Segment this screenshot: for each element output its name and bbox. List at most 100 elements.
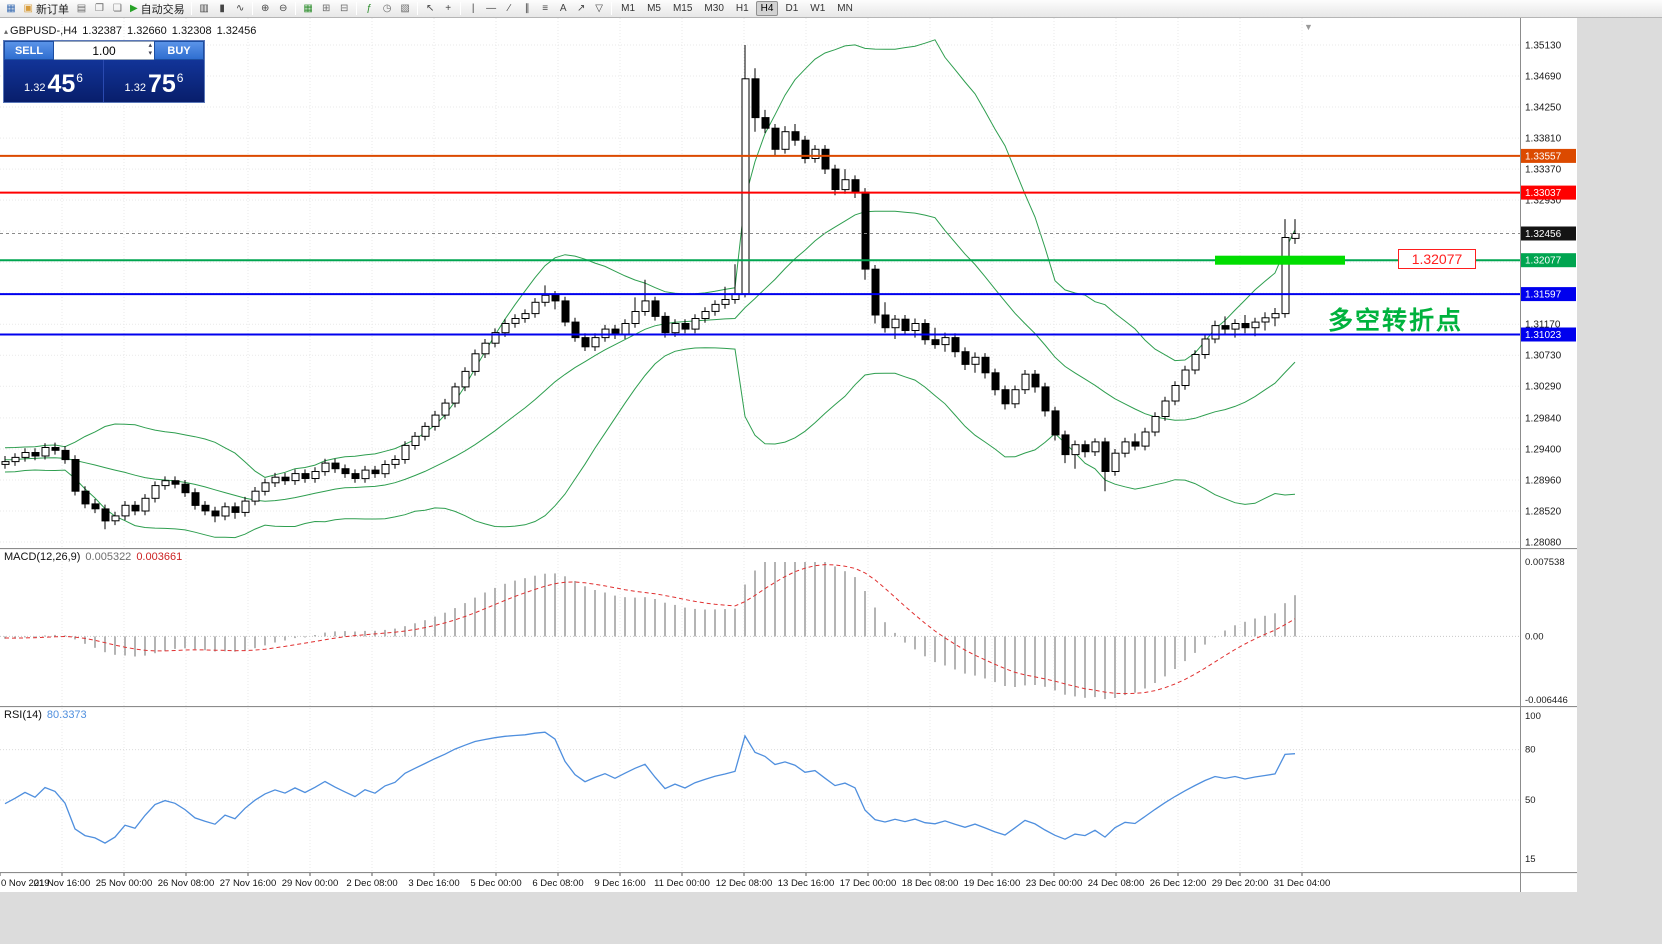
- volume-down-icon[interactable]: ▾: [148, 50, 152, 57]
- pane-separators[interactable]: [0, 548, 1577, 874]
- vertical-line-button[interactable]: |: [465, 1, 482, 17]
- price-callout-132077[interactable]: 1.32077: [1398, 249, 1476, 269]
- svg-text:50: 50: [1525, 795, 1536, 806]
- volume-up-icon[interactable]: ▴: [148, 42, 152, 49]
- track-chart-button[interactable]: ⊟: [336, 1, 353, 17]
- zoom-out-icon: ⊖: [278, 2, 288, 14]
- svg-text:1.29840: 1.29840: [1525, 413, 1562, 424]
- bar-chart-icon: ▥: [199, 2, 209, 14]
- data-window-button[interactable]: ❏: [109, 1, 126, 17]
- svg-text:13 Dec 16:00: 13 Dec 16:00: [778, 878, 835, 889]
- svg-text:80: 80: [1525, 745, 1536, 756]
- svg-text:19 Dec 16:00: 19 Dec 16:00: [964, 878, 1021, 889]
- arrow-button[interactable]: ↗: [573, 1, 590, 17]
- chart-window-button[interactable]: ❐: [91, 1, 108, 17]
- price-scale[interactable]: 1.35130 1.34690 1.34250 1.33810 1.33370 1.329…: [1525, 41, 1562, 549]
- zoom-in-button[interactable]: ⊕: [257, 1, 274, 17]
- svg-text:1.30290: 1.30290: [1525, 382, 1562, 393]
- timeframe-d1-button[interactable]: D1: [785, 3, 799, 14]
- timeframe-h4-button[interactable]: H4: [755, 1, 779, 16]
- svg-text:0.007538: 0.007538: [1525, 557, 1565, 568]
- chart-symbol-period: GBPUSD-,H4: [10, 25, 78, 37]
- chart-icon: ▴: [4, 27, 9, 36]
- toolbar-separator: [417, 2, 419, 15]
- rsi-scale[interactable]: 100 80 50 15: [1525, 711, 1541, 865]
- bollinger-middle: [4, 210, 1296, 502]
- indicators-button[interactable]: ƒ: [361, 1, 378, 17]
- volume-field[interactable]: 1.00 ▴ ▾: [54, 41, 154, 60]
- sell-button[interactable]: SELL: [4, 41, 54, 60]
- horizontal-level-lines[interactable]: [0, 154, 1520, 336]
- arrow-icon: ↗: [576, 2, 586, 14]
- templates-button[interactable]: ▧: [397, 1, 414, 17]
- channel-button[interactable]: ∥: [519, 1, 536, 17]
- tile-windows-button[interactable]: ▦: [300, 1, 317, 17]
- trendline-button[interactable]: ∕: [501, 1, 518, 17]
- sell-price[interactable]: 1.32 45 6: [4, 60, 104, 102]
- buy-button[interactable]: BUY: [154, 41, 204, 60]
- rsi-name: RSI(14): [4, 709, 42, 721]
- timeframe-m15-button[interactable]: M15: [672, 3, 693, 14]
- autotrade-label: 自动交易: [140, 3, 185, 16]
- new-chart-button[interactable]: ▦: [3, 1, 20, 17]
- toolbar-separator: [191, 2, 193, 15]
- horizontal-line-icon: —: [486, 2, 497, 14]
- chart-window-gbpusd-h4[interactable]: 1.35130 1.34690 1.34250 1.33810 1.33370 1.329…: [0, 18, 1577, 892]
- timeframe-mn-button[interactable]: MN: [837, 3, 853, 14]
- sell-price-sup: 6: [76, 71, 83, 85]
- zoom-out-button[interactable]: ⊖: [275, 1, 292, 17]
- horizontal-line-button[interactable]: —: [483, 1, 500, 17]
- rsi-value: 80.3373: [46, 709, 87, 721]
- sell-price-prefix: 1.32: [24, 82, 46, 94]
- svg-text:1.28520: 1.28520: [1525, 507, 1562, 518]
- svg-text:1.31023: 1.31023: [1525, 330, 1562, 341]
- candlestick-chart-button[interactable]: ▮: [214, 1, 231, 17]
- new-order-label: 新订单: [35, 3, 69, 16]
- shapes-button[interactable]: ▽: [591, 1, 608, 17]
- templates-icon: ▧: [400, 2, 410, 14]
- line-chart-button[interactable]: ∿: [232, 1, 249, 17]
- candles: [1, 45, 1300, 530]
- one-click-trading-panel: SELL 1.00 ▴ ▾ BUY 1.32 45 6 1.32 75 6: [3, 40, 205, 103]
- chinese-annotation[interactable]: 多空转折点: [1328, 307, 1464, 335]
- volume-value[interactable]: 1.00: [92, 43, 116, 58]
- profiles-button[interactable]: ▤: [73, 1, 90, 17]
- chart-ohlc-readout: ▴ GBPUSD-,H4 1.32387 1.32660 1.32308 1.32456: [4, 25, 256, 37]
- crosshair-icon: +: [445, 2, 452, 14]
- toolbar-separator: [252, 2, 254, 15]
- svg-text:1.34690: 1.34690: [1525, 72, 1562, 83]
- svg-text:1.33810: 1.33810: [1525, 134, 1562, 145]
- price-tag-1.33557: [1521, 148, 1576, 163]
- text-icon: A: [559, 2, 567, 14]
- highlight-zone[interactable]: [1215, 255, 1345, 265]
- toolbar: ▦ ▣ 新订单 ▤ ❐ ❏ ▶ 自动交易 ▥ ▮ ∿ ⊕ ⊖ ▦ ⊞ ⊟ ƒ ◷ ▧ ↖ + | — ∕ ∥ ≡ A ↗ ▽ M1 M5 M1…: [0, 0, 1662, 18]
- buy-price-big: 75: [147, 70, 176, 98]
- chart-canvas[interactable]: 1.351301.346901.342501.338101.333701.329…: [0, 18, 1577, 892]
- price-tag-1.31023: [1521, 327, 1576, 342]
- indicators-icon: ƒ: [366, 2, 372, 14]
- new-order-button[interactable]: ▣ 新订单: [21, 1, 72, 17]
- periods-button[interactable]: ◷: [379, 1, 396, 17]
- timeframe-m30-button[interactable]: M30: [704, 3, 724, 14]
- crosshair-button[interactable]: +: [440, 1, 457, 17]
- macd-scale[interactable]: 0.007538 0.00 -0.006446: [1525, 557, 1568, 706]
- timeframe-m1-button[interactable]: M1: [621, 3, 636, 14]
- volume-stepper[interactable]: ▴ ▾: [148, 42, 152, 58]
- cursor-button[interactable]: ↖: [422, 1, 439, 17]
- price-tag-1.32456: [1521, 226, 1576, 241]
- chart-shift-marker[interactable]: ▼: [1304, 22, 1313, 32]
- text-button[interactable]: A: [555, 1, 572, 17]
- sell-price-big: 45: [47, 70, 76, 98]
- bar-chart-button[interactable]: ▥: [196, 1, 213, 17]
- buy-price[interactable]: 1.32 75 6: [104, 60, 204, 102]
- fibonacci-button[interactable]: ≡: [537, 1, 554, 17]
- svg-text:24 Dec 08:00: 24 Dec 08:00: [1088, 878, 1145, 889]
- autotrade-button[interactable]: ▶ 自动交易: [127, 1, 188, 17]
- auto-arrange-button[interactable]: ⊞: [318, 1, 335, 17]
- timeframe-w1-button[interactable]: W1: [810, 3, 826, 14]
- timeframe-h1-button[interactable]: H1: [735, 3, 749, 14]
- macd-signal-value: 0.003661: [136, 551, 183, 563]
- svg-text:31 Dec 04:00: 31 Dec 04:00: [1274, 878, 1331, 889]
- timeframe-m5-button[interactable]: M5: [647, 3, 661, 14]
